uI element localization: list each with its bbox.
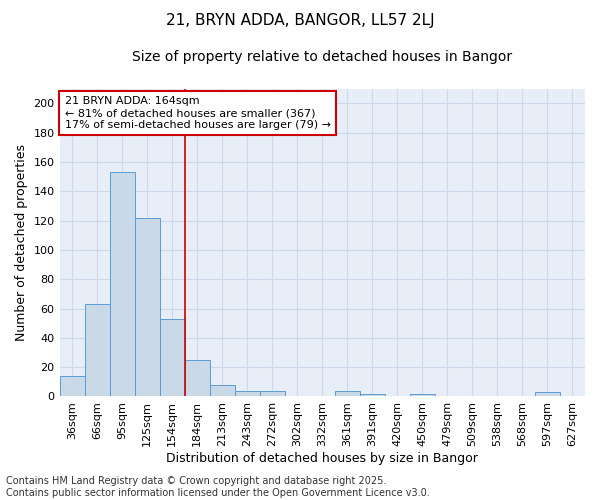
Title: Size of property relative to detached houses in Bangor: Size of property relative to detached ho… xyxy=(132,50,512,64)
Text: 21 BRYN ADDA: 164sqm
← 81% of detached houses are smaller (367)
17% of semi-deta: 21 BRYN ADDA: 164sqm ← 81% of detached h… xyxy=(65,96,331,130)
Bar xyxy=(235,390,260,396)
Bar xyxy=(360,394,385,396)
Text: 21, BRYN ADDA, BANGOR, LL57 2LJ: 21, BRYN ADDA, BANGOR, LL57 2LJ xyxy=(166,12,434,28)
Bar xyxy=(410,394,435,396)
Bar xyxy=(335,390,360,396)
Bar xyxy=(110,172,134,396)
Text: Contains HM Land Registry data © Crown copyright and database right 2025.
Contai: Contains HM Land Registry data © Crown c… xyxy=(6,476,430,498)
Bar xyxy=(260,390,285,396)
Bar xyxy=(134,218,160,396)
Bar xyxy=(185,360,209,397)
Bar xyxy=(59,376,85,396)
Bar xyxy=(209,384,235,396)
X-axis label: Distribution of detached houses by size in Bangor: Distribution of detached houses by size … xyxy=(166,452,478,465)
Y-axis label: Number of detached properties: Number of detached properties xyxy=(15,144,28,341)
Bar xyxy=(535,392,560,396)
Bar xyxy=(160,319,185,396)
Bar xyxy=(85,304,110,396)
